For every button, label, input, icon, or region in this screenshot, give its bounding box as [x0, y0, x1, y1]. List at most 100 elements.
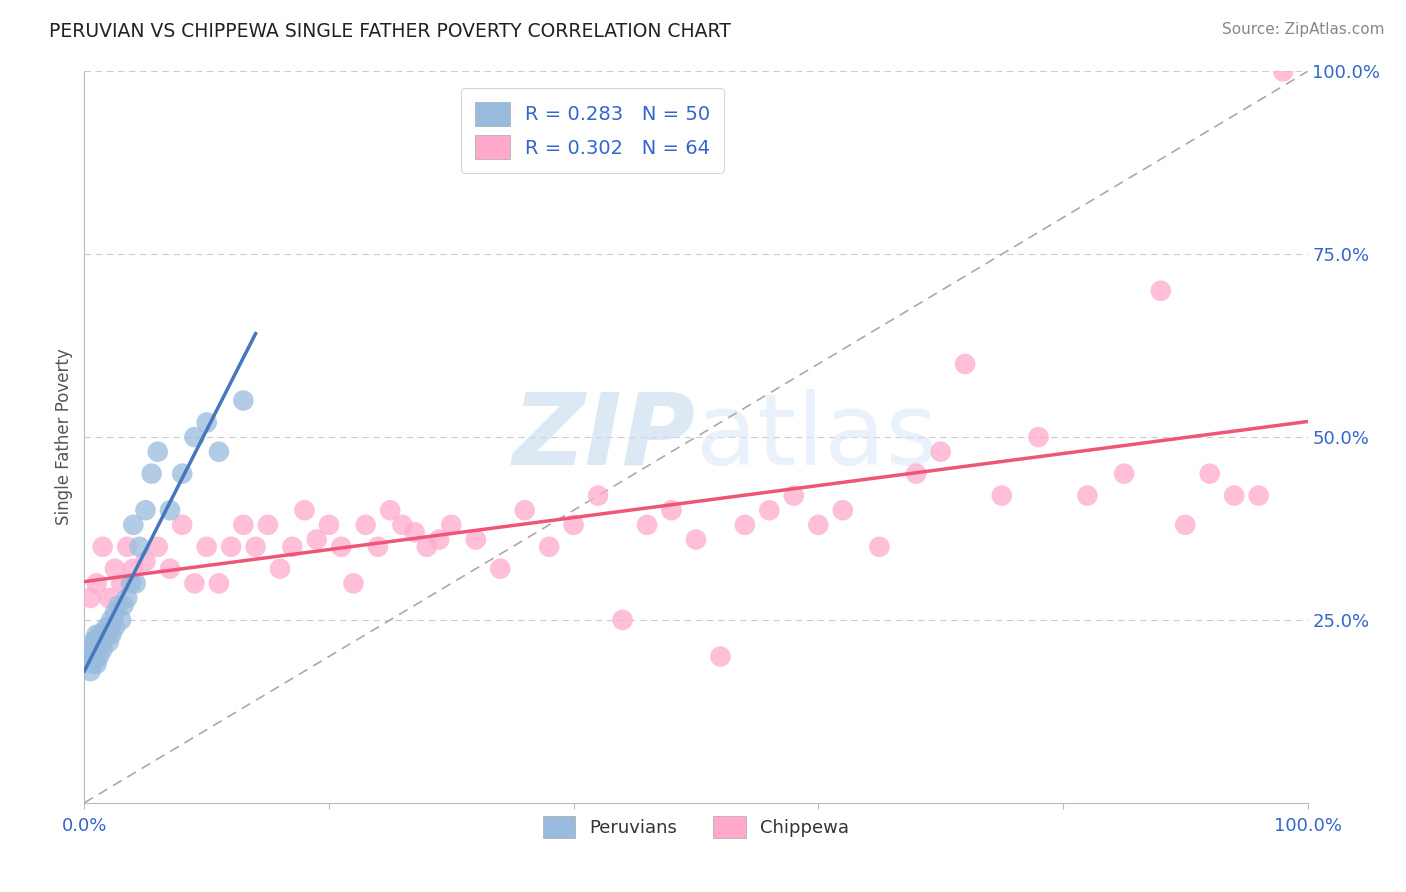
Point — [82, 642, 104, 657]
Point — [104, 562, 127, 576]
Point — [122, 562, 145, 576]
Point — [318, 517, 340, 532]
Point — [183, 430, 205, 444]
Point — [562, 517, 585, 532]
Point — [257, 517, 280, 532]
Point — [115, 591, 138, 605]
Point — [427, 533, 450, 547]
Point — [135, 503, 157, 517]
Point — [91, 642, 114, 657]
Point — [330, 540, 353, 554]
Point — [86, 576, 108, 591]
Text: PERUVIAN VS CHIPPEWA SINGLE FATHER POVERTY CORRELATION CHART: PERUVIAN VS CHIPPEWA SINGLE FATHER POVER… — [49, 22, 731, 41]
Point — [84, 649, 107, 664]
Point — [87, 649, 110, 664]
Point — [91, 627, 114, 641]
Point — [636, 517, 658, 532]
Point — [489, 562, 512, 576]
Point — [86, 627, 108, 641]
Point — [586, 489, 609, 503]
Point — [159, 562, 181, 576]
Point — [232, 393, 254, 408]
Point — [84, 642, 107, 657]
Point — [342, 576, 364, 591]
Point — [869, 540, 891, 554]
Point — [94, 627, 117, 641]
Text: ZIP: ZIP — [513, 389, 696, 485]
Point — [79, 649, 101, 664]
Point — [120, 576, 142, 591]
Point — [464, 533, 486, 547]
Point — [87, 642, 110, 657]
Point — [1114, 467, 1136, 481]
Point — [953, 357, 976, 371]
Point — [831, 503, 853, 517]
Point — [79, 664, 101, 678]
Point — [758, 503, 780, 517]
Point — [305, 533, 328, 547]
Point — [84, 635, 107, 649]
Point — [195, 540, 218, 554]
Point — [245, 540, 267, 554]
Point — [82, 635, 104, 649]
Point — [294, 503, 316, 517]
Point — [104, 620, 127, 634]
Point — [281, 540, 304, 554]
Point — [100, 627, 122, 641]
Point — [807, 517, 830, 532]
Point — [367, 540, 389, 554]
Point — [391, 517, 413, 532]
Point — [709, 649, 731, 664]
Point — [87, 635, 110, 649]
Point — [195, 416, 218, 430]
Point — [79, 591, 101, 605]
Point — [513, 503, 536, 517]
Point — [1150, 284, 1173, 298]
Point — [734, 517, 756, 532]
Point — [1223, 489, 1246, 503]
Point — [269, 562, 291, 576]
Point — [685, 533, 707, 547]
Point — [183, 576, 205, 591]
Legend: Peruvians, Chippewa: Peruvians, Chippewa — [536, 808, 856, 845]
Point — [100, 613, 122, 627]
Point — [91, 635, 114, 649]
Point — [86, 657, 108, 671]
Point — [404, 525, 426, 540]
Point — [97, 635, 120, 649]
Point — [91, 540, 114, 554]
Point — [86, 649, 108, 664]
Point — [1028, 430, 1050, 444]
Point — [1076, 489, 1098, 503]
Point — [86, 635, 108, 649]
Point — [538, 540, 561, 554]
Point — [89, 635, 111, 649]
Point — [89, 627, 111, 641]
Text: Source: ZipAtlas.com: Source: ZipAtlas.com — [1222, 22, 1385, 37]
Point — [146, 540, 169, 554]
Point — [1198, 467, 1220, 481]
Point — [146, 444, 169, 458]
Point — [97, 591, 120, 605]
Point — [232, 517, 254, 532]
Point — [110, 576, 132, 591]
Point — [219, 540, 242, 554]
Point — [929, 444, 952, 458]
Point — [128, 540, 150, 554]
Point — [97, 620, 120, 634]
Point — [416, 540, 439, 554]
Point — [208, 444, 231, 458]
Point — [125, 576, 148, 591]
Point — [112, 599, 135, 613]
Point — [991, 489, 1014, 503]
Point — [172, 517, 194, 532]
Point — [1247, 489, 1270, 503]
Point — [115, 540, 138, 554]
Point — [159, 503, 181, 517]
Point — [96, 620, 118, 634]
Point — [440, 517, 463, 532]
Point — [110, 613, 132, 627]
Point — [172, 467, 194, 481]
Point — [107, 599, 129, 613]
Point — [1272, 64, 1295, 78]
